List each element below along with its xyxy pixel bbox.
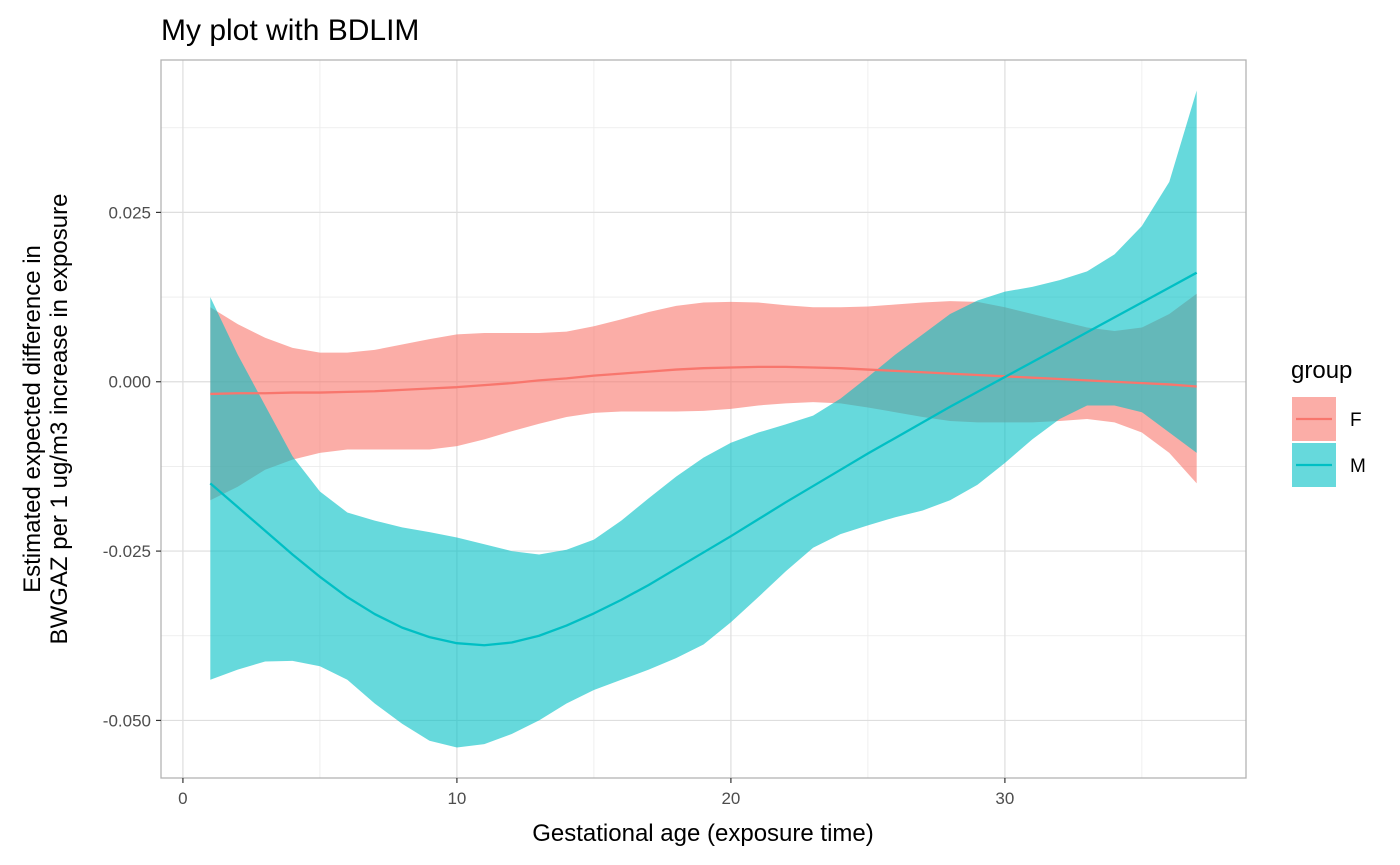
legend-item-m: M bbox=[1292, 443, 1366, 487]
ribbon-layer bbox=[210, 90, 1197, 748]
axis-ticks: 0 10 20 30 -0.050 -0.025 0.000 0.025 bbox=[103, 203, 1015, 808]
legend-item-f: F bbox=[1292, 397, 1362, 441]
x-tick-label: 30 bbox=[995, 789, 1014, 808]
y-axis-title-line-1: Estimated expected difference in bbox=[19, 245, 46, 593]
plot-border bbox=[160, 59, 1247, 779]
y-tick-label: 0.000 bbox=[108, 373, 151, 392]
y-tick-label: 0.025 bbox=[108, 203, 151, 222]
chart-title: My plot with BDLIM bbox=[161, 14, 419, 47]
y-axis-title-line-2: BWGAZ per 1 ug/m3 increase in exposure bbox=[46, 194, 73, 645]
mean-line-f bbox=[210, 365, 1197, 396]
line-layer bbox=[209, 271, 1198, 647]
x-tick-label: 20 bbox=[721, 789, 740, 808]
y-axis-title: Estimated expected difference in BWGAZ p… bbox=[19, 194, 73, 645]
y-tick-label: -0.050 bbox=[103, 711, 151, 730]
legend: group F M bbox=[1291, 357, 1366, 487]
legend-title: group bbox=[1291, 357, 1352, 384]
legend-label-f: F bbox=[1350, 410, 1362, 431]
x-axis-title: Gestational age (exposure time) bbox=[532, 820, 874, 847]
y-tick-label: -0.025 bbox=[103, 542, 151, 561]
x-tick-label: 0 bbox=[178, 789, 187, 808]
mean-line-m bbox=[209, 271, 1198, 647]
ribbon-m bbox=[210, 90, 1197, 748]
x-tick-label: 10 bbox=[447, 789, 466, 808]
legend-label-m: M bbox=[1350, 456, 1366, 477]
